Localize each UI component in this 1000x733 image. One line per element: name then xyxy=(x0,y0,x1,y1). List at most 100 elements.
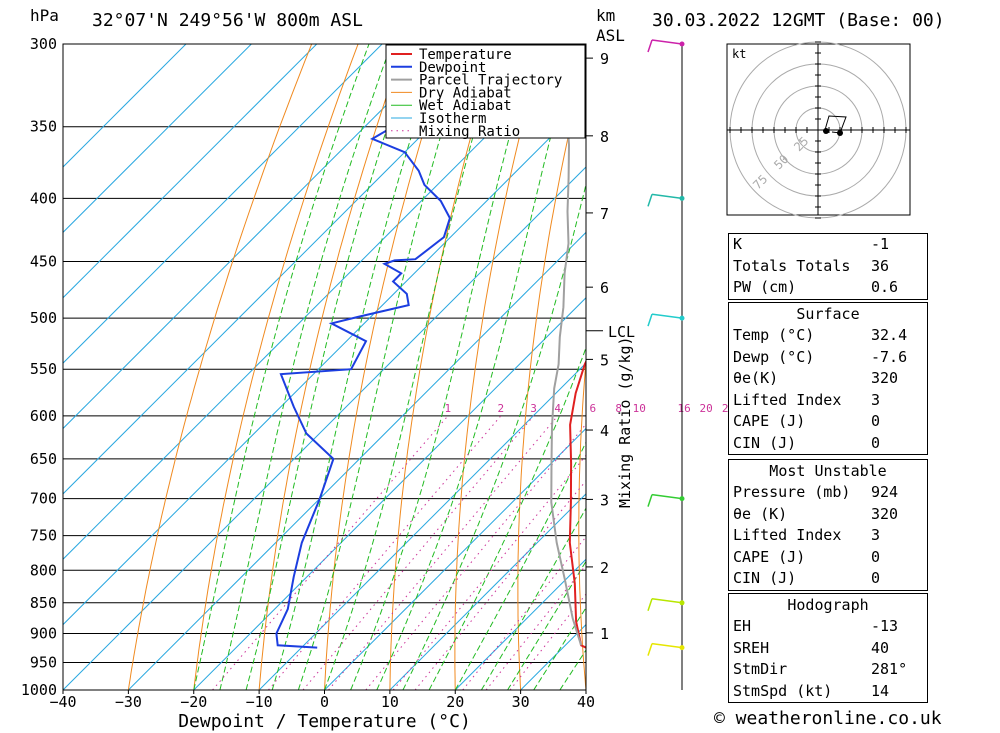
wind-barb-shaft xyxy=(651,642,683,649)
table-row: StmDir 281° xyxy=(729,659,927,681)
table-row: CIN (J) 0 xyxy=(729,433,927,455)
hodograph-title: Hodograph xyxy=(787,596,869,614)
table-row: PW (cm) 0.6 xyxy=(729,277,927,299)
y-tick-label: 1000 xyxy=(21,681,57,699)
mixing-ratio-label: 20 xyxy=(699,402,712,415)
legend-entry: Temperature xyxy=(419,47,512,63)
copyright-footer: © weatheronline.co.uk xyxy=(714,708,942,729)
table-row: CAPE (J) 0 xyxy=(729,411,927,433)
x-tick-label: 40 xyxy=(577,693,595,711)
row-value: 924 xyxy=(871,483,899,501)
row-label: Pressure (mb) xyxy=(733,483,851,501)
dry-adiabat-line xyxy=(695,44,729,690)
table-row: SREH 40 xyxy=(729,638,927,660)
wind-barb-flag xyxy=(647,39,653,53)
table-row: EH -13 xyxy=(729,616,927,638)
table-row: Totals Totals 36 xyxy=(729,256,927,278)
row-value: 320 xyxy=(871,504,899,523)
wet-adiabat-line xyxy=(428,346,586,690)
mixing-ratio-line xyxy=(414,479,586,690)
legend-entry: Isotherm xyxy=(419,111,486,127)
mixing-ratio-label: 1 xyxy=(445,402,452,415)
x-tick-label: 30 xyxy=(512,693,530,711)
wind-barb-flag xyxy=(647,194,653,207)
mixing-ratio-axis-label: Mixing Ratio (g/kg) xyxy=(616,336,634,508)
y-tick-label: 600 xyxy=(30,407,57,425)
table-row: Dewp (°C) -7.6 xyxy=(729,347,927,369)
x-tick-label: −10 xyxy=(246,693,273,711)
dry-adiabat-line xyxy=(958,44,1000,690)
wet-adiabat-line xyxy=(324,44,501,690)
y-tick-label: 350 xyxy=(30,118,57,136)
dry-adiabat-line xyxy=(517,57,586,690)
row-value: 0 xyxy=(871,433,881,452)
y-tick-label: 950 xyxy=(30,653,57,671)
mixing-ratio-label: 6 xyxy=(590,402,597,415)
wet-adiabat-line xyxy=(271,44,442,690)
x-axis-label: Dewpoint / Temperature (°C) xyxy=(178,711,471,732)
row-value: -1 xyxy=(871,235,890,253)
legend-entry: Parcel Trajectory xyxy=(419,73,562,89)
dry-adiabat-line xyxy=(193,44,359,690)
mixing-ratio-line xyxy=(268,415,502,690)
row-label: CAPE (J) xyxy=(733,547,806,566)
km-tick-label: 8 xyxy=(600,128,609,146)
row-label: StmSpd (kt) xyxy=(733,681,833,700)
lcl-label: LCL xyxy=(608,323,635,341)
hodograph-unit-label: kt xyxy=(732,47,746,61)
x-tick-label: −20 xyxy=(180,693,207,711)
table-row: CAPE (J) 0 xyxy=(729,547,927,569)
location-title: 32°07'N 249°56'W 800m ASL xyxy=(92,10,363,31)
x-tick-label: −30 xyxy=(115,693,142,711)
km-tick-label: 5 xyxy=(600,351,609,369)
row-label: Totals Totals xyxy=(733,256,851,275)
row-label: Dewp (°C) xyxy=(733,347,815,366)
wet-adiabat-line xyxy=(376,44,576,690)
wind-barb-shaft xyxy=(651,39,683,45)
row-label: SREH xyxy=(733,638,770,657)
wind-barb-shaft xyxy=(651,313,683,319)
row-label: Lifted Index xyxy=(733,390,842,409)
km-tick-label: 3 xyxy=(600,491,609,509)
row-value: -13 xyxy=(871,617,899,635)
y-tick-label: 800 xyxy=(30,561,57,579)
mixing-ratio-label: 10 xyxy=(633,402,646,415)
wet-adiabat-line xyxy=(245,44,416,690)
isotherm-line xyxy=(63,44,318,299)
row-label: θe (K) xyxy=(733,504,788,523)
x-tick-label: −40 xyxy=(49,693,76,711)
row-label: Temp (°C) xyxy=(733,326,815,344)
km-tick-label: 9 xyxy=(600,50,609,68)
row-value: 14 xyxy=(871,681,890,700)
isotherm-line xyxy=(63,44,383,364)
isotherm-line xyxy=(63,44,579,560)
km-tick-label: 2 xyxy=(600,559,609,577)
wet-adiabat-line xyxy=(454,441,586,690)
row-value: 0 xyxy=(871,412,881,430)
y-tick-label: 550 xyxy=(30,360,57,378)
y-tick-label: 450 xyxy=(30,253,57,271)
km-tick-label: 4 xyxy=(600,422,609,440)
row-value: 281° xyxy=(871,660,908,678)
wet-adiabat-line xyxy=(402,182,586,690)
height-unit-label: km xyxy=(596,6,616,25)
row-label: CIN (J) xyxy=(733,433,797,452)
wind-barb-shaft xyxy=(651,598,683,604)
row-value: 0 xyxy=(871,569,881,587)
wind-barb-flag xyxy=(647,643,653,656)
datetime-label: 30.03.2022 12GMT (Base: 00) xyxy=(652,10,945,31)
dry-adiabat-line xyxy=(324,44,452,690)
x-tick-label: 0 xyxy=(320,693,329,711)
y-tick-label: 500 xyxy=(30,309,57,327)
mixing-ratio-label: 8 xyxy=(615,402,622,415)
table-row: K -1 xyxy=(729,234,927,256)
most-unstable-title: Most Unstable xyxy=(769,462,887,480)
y-tick-label: 750 xyxy=(30,527,57,545)
isobar-lines xyxy=(63,43,586,691)
legend-entry: Dry Adiabat xyxy=(419,85,512,101)
y-tick-label: 700 xyxy=(30,490,57,508)
dry-adiabat-line xyxy=(258,44,405,690)
legend-entry: Mixing Ratio xyxy=(419,124,520,140)
